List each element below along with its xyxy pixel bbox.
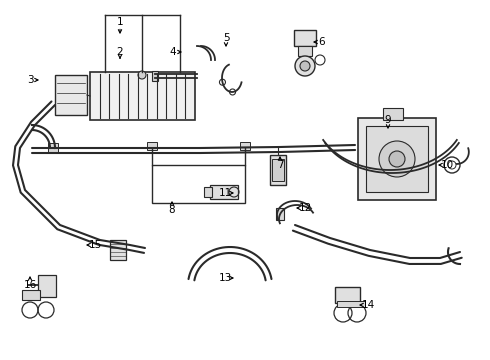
Text: 3: 3 [26, 75, 33, 85]
Bar [152, 165, 245, 203]
Bar [210, 185, 238, 199]
Text: 11: 11 [219, 188, 232, 198]
Bar [152, 71, 158, 81]
Bar [110, 240, 126, 260]
Text: 6: 6 [318, 37, 325, 47]
Bar [147, 142, 157, 150]
Bar [383, 108, 403, 120]
Text: 13: 13 [219, 273, 232, 283]
Bar [298, 46, 312, 56]
Bar [204, 187, 212, 197]
Bar [90, 72, 195, 120]
Bar [38, 275, 56, 297]
Text: 7: 7 [277, 160, 283, 170]
Text: 9: 9 [385, 115, 392, 125]
Bar [48, 143, 58, 153]
Bar [276, 208, 284, 220]
Text: 2: 2 [117, 47, 123, 57]
Circle shape [295, 56, 315, 76]
Text: 12: 12 [298, 203, 312, 213]
Bar [22, 290, 40, 300]
Circle shape [389, 151, 405, 167]
Bar [335, 287, 360, 303]
Circle shape [300, 61, 310, 71]
Text: 8: 8 [169, 205, 175, 215]
Text: 15: 15 [88, 240, 101, 250]
Bar [55, 75, 87, 115]
Bar [294, 30, 316, 46]
Bar [240, 142, 250, 150]
Bar [366, 126, 428, 192]
Bar [337, 301, 365, 307]
Text: 5: 5 [222, 33, 229, 43]
Bar [270, 155, 286, 185]
Bar [358, 118, 436, 200]
Text: 16: 16 [24, 280, 37, 290]
Text: 4: 4 [170, 47, 176, 57]
Text: 14: 14 [362, 300, 375, 310]
Text: 10: 10 [441, 160, 454, 170]
Bar [272, 159, 284, 181]
Circle shape [379, 141, 415, 177]
Text: 1: 1 [117, 17, 123, 27]
Circle shape [138, 71, 146, 79]
